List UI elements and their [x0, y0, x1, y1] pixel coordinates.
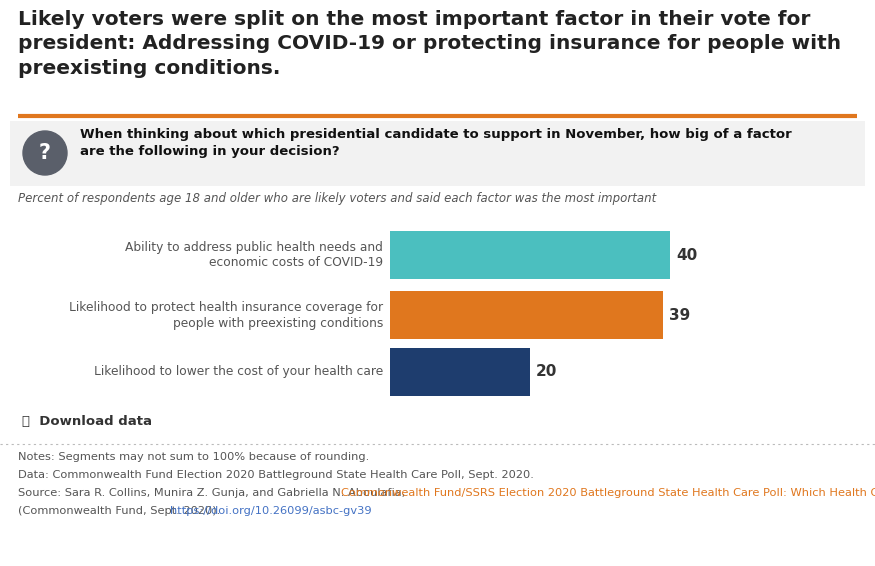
FancyBboxPatch shape: [390, 231, 670, 279]
Text: Data: Commonwealth Fund Election 2020 Battleground State Health Care Poll, Sept.: Data: Commonwealth Fund Election 2020 Ba…: [18, 470, 534, 480]
Text: ⤓  Download data: ⤓ Download data: [22, 415, 152, 428]
Text: Percent of respondents age 18 and older who are likely voters and said each fact: Percent of respondents age 18 and older …: [18, 192, 656, 205]
Text: Likelihood to protect health insurance coverage for
people with preexisting cond: Likelihood to protect health insurance c…: [69, 301, 383, 329]
Text: Notes: Segments may not sum to 100% because of rounding.: Notes: Segments may not sum to 100% beca…: [18, 452, 369, 462]
Text: Likely voters were split on the most important factor in their vote for
presiden: Likely voters were split on the most imp…: [18, 10, 841, 78]
Text: Likelihood to lower the cost of your health care: Likelihood to lower the cost of your hea…: [94, 366, 383, 379]
Circle shape: [23, 131, 67, 175]
FancyBboxPatch shape: [390, 291, 663, 339]
Text: https://doi.org/10.26099/asbc-gv39: https://doi.org/10.26099/asbc-gv39: [171, 506, 372, 516]
Text: (Commonwealth Fund, Sept. 2020).: (Commonwealth Fund, Sept. 2020).: [18, 506, 224, 516]
FancyBboxPatch shape: [390, 348, 530, 396]
Text: Ability to address public health needs and
economic costs of COVID-19: Ability to address public health needs a…: [125, 241, 383, 269]
Text: 20: 20: [536, 365, 557, 379]
FancyBboxPatch shape: [10, 121, 865, 186]
Text: ?: ?: [39, 143, 51, 163]
Text: Commonwealth Fund/SSRS Election 2020 Battleground State Health Care Poll: Which : Commonwealth Fund/SSRS Election 2020 Bat…: [341, 488, 875, 498]
Text: 39: 39: [669, 307, 690, 323]
Text: When thinking about which presidential candidate to support in November, how big: When thinking about which presidential c…: [80, 128, 792, 158]
Text: 40: 40: [676, 247, 697, 263]
Text: Source: Sara R. Collins, Munira Z. Gunja, and Gabriella N. Aboulafia,: Source: Sara R. Collins, Munira Z. Gunja…: [18, 488, 409, 498]
